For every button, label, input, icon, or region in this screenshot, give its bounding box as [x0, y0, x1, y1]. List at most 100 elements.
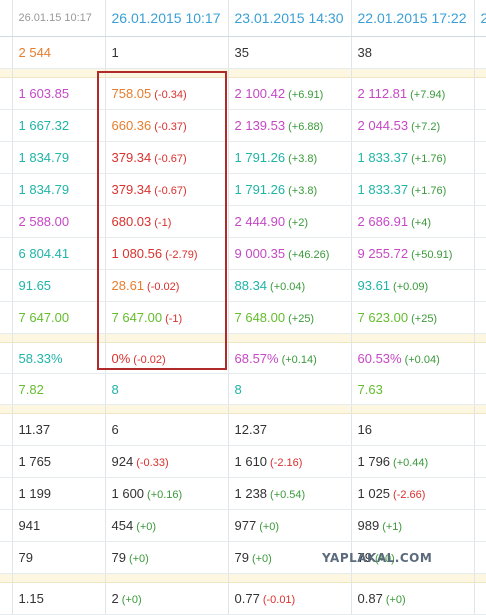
cell-value: 7 647.00 — [111, 310, 163, 325]
table-cell: 1 667.32 — [12, 109, 106, 142]
cell-delta: (+6.91) — [288, 89, 324, 101]
separator-cell — [474, 404, 486, 414]
table-row: 1.15 2 (+0) 0.77 (-0.01) 0.87 (+0) — [0, 582, 486, 615]
cell-delta: (+3.8) — [288, 153, 318, 165]
cell-value: 9 000.35 — [234, 246, 286, 261]
table-cell: 79 — [12, 541, 106, 574]
cell-value: 1 025 — [357, 486, 391, 501]
table-cell: 0% (-0.02) — [105, 342, 229, 374]
table-cell: 1 796 (+0.44) — [351, 445, 475, 478]
cell-value: 1 600 — [111, 486, 145, 501]
cell-value: 1 080.56 — [111, 246, 163, 261]
cell-value: 2 444.90 — [234, 214, 286, 229]
header-date-current: 26.01.15 10:17 — [12, 0, 106, 37]
separator-cell — [0, 68, 13, 78]
cell-value: 758.05 — [111, 86, 152, 101]
cell-value: 2 100.42 — [234, 86, 286, 101]
cell-delta: (+0.16) — [147, 489, 183, 501]
table-cell: 1 — [105, 36, 229, 69]
cell-delta: (+0.09) — [393, 281, 429, 293]
row-spacer — [0, 141, 13, 174]
table-cell: 1 791.26 (+3.8) — [228, 141, 352, 174]
table-cell: 1 600 (+0.16) — [105, 477, 229, 510]
table-cell: 2 686.91 (+4) — [351, 205, 475, 238]
table-cell: 7 647.00 — [12, 301, 106, 334]
table-cell: 8 — [228, 373, 352, 405]
separator-cell — [105, 68, 229, 78]
cell-delta: (+6.88) — [288, 121, 324, 133]
table-cell: 7.63 — [351, 373, 475, 405]
cell-value: 1 796 — [357, 454, 391, 469]
header-row: 26.01.15 10:17 26.01.2015 10:17 23.01.20… — [0, 0, 486, 37]
separator-cell — [12, 333, 106, 343]
table-cell: 7 623.00 (+25) — [351, 301, 475, 334]
cell-value: 88.34 — [234, 278, 268, 293]
cell-value: 989 — [357, 518, 380, 533]
table-cell: 2 444.90 (+2) — [228, 205, 352, 238]
cell-value: 38 — [357, 45, 372, 60]
table-row: 1 667.32 660.36 (-0.37) 2 139.53 (+6.88) 2 04… — [0, 109, 486, 142]
cell-value: 680.03 — [111, 214, 152, 229]
cell-delta: (+1.76) — [411, 153, 447, 165]
header-date-link-partial[interactable]: 2 — [474, 0, 486, 37]
row-spacer — [0, 173, 13, 206]
row-overflow-cell — [474, 173, 486, 206]
cell-value: 79 — [111, 550, 126, 565]
cell-value: 2 588.00 — [18, 214, 70, 229]
cell-delta: (+1) — [382, 521, 403, 533]
separator-cell — [351, 404, 475, 414]
table-cell: 79 (+0) — [351, 541, 475, 574]
table-cell: 12.37 — [228, 413, 352, 446]
row-spacer — [0, 413, 13, 446]
separator-cell — [474, 333, 486, 343]
separator-cell — [228, 333, 352, 343]
cell-value: 2 044.53 — [357, 118, 409, 133]
cell-value: 1.15 — [18, 591, 44, 606]
table-cell: 79 (+0) — [105, 541, 229, 574]
section-separator — [0, 573, 486, 583]
cell-delta: (-0.01) — [262, 594, 296, 606]
cell-delta: (+0) — [374, 553, 395, 565]
cell-delta: (+46.26) — [288, 249, 330, 261]
table-cell: 6 — [105, 413, 229, 446]
cell-delta: (+50.91) — [411, 249, 453, 261]
table-cell: 35 — [228, 36, 352, 69]
table-row: 7.82 8 8 7.63 — [0, 373, 486, 405]
header-date-link[interactable]: 23.01.2015 14:30 — [228, 0, 352, 37]
cell-delta: (+3.8) — [288, 185, 318, 197]
cell-delta: (+7.2) — [411, 121, 441, 133]
header-date-link[interactable]: 22.01.2015 17:22 — [351, 0, 475, 37]
cell-delta: (-1) — [154, 217, 172, 229]
cell-delta: (-0.34) — [154, 89, 187, 101]
table-cell: 454 (+0) — [105, 509, 229, 542]
row-overflow-cell — [474, 109, 486, 142]
separator-cell — [105, 333, 229, 343]
table-cell: 1 603.85 — [12, 77, 106, 110]
cell-value: 977 — [234, 518, 257, 533]
table-cell: 6 804.41 — [12, 237, 106, 270]
cell-delta: (-1) — [165, 313, 183, 325]
separator-cell — [12, 573, 106, 583]
cell-delta: (+0) — [136, 521, 157, 533]
row-spacer — [0, 509, 13, 542]
separator-cell — [12, 404, 106, 414]
cell-value: 1 610 — [234, 454, 268, 469]
table-row: 1 834.79 379.34 (-0.67) 1 791.26 (+3.8) 1 833… — [0, 173, 486, 206]
separator-cell — [0, 404, 13, 414]
row-overflow-cell — [474, 301, 486, 334]
header-date-link[interactable]: 26.01.2015 10:17 — [105, 0, 229, 37]
table-cell: 1 765 — [12, 445, 106, 478]
cell-value: 379.34 — [111, 182, 152, 197]
table-cell: 660.36 (-0.37) — [105, 109, 229, 142]
table-cell: 68.57% (+0.14) — [228, 342, 352, 374]
cell-value: 0% — [111, 350, 131, 366]
row-spacer — [0, 36, 13, 69]
row-spacer — [0, 541, 13, 574]
table-cell: 9 255.72 (+50.91) — [351, 237, 475, 270]
table-cell: 2 100.42 (+6.91) — [228, 77, 352, 110]
row-spacer — [0, 373, 13, 405]
section-separator — [0, 68, 486, 78]
table-cell: 2 544 — [12, 36, 106, 69]
cell-value: 1 791.26 — [234, 150, 286, 165]
cell-delta: (+0) — [385, 594, 406, 606]
